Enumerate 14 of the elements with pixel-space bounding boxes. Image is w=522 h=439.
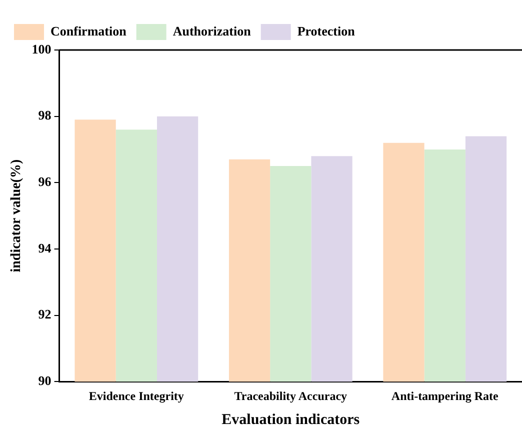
y-tick-label: 96 [38,174,52,189]
x-tick-label: Evidence Integrity [88,388,184,403]
y-tick-label: 94 [38,240,52,256]
x-tick-label: Traceability Accuracy [234,388,348,403]
legend-label: Confirmation [50,23,128,38]
legend-label: Authorization [172,23,252,38]
y-axis-title: indicator value(%) [9,159,24,272]
y-tick-label: 100 [32,41,52,56]
y-tick-label: 90 [38,372,52,388]
legend-label: Protection [297,23,356,38]
y-tick-label: 92 [38,306,52,322]
x-tick-label: Anti-tampering Rate [391,388,500,403]
x-axis-title: Evaluation indicators [222,412,360,428]
y-tick-label: 98 [38,108,52,123]
